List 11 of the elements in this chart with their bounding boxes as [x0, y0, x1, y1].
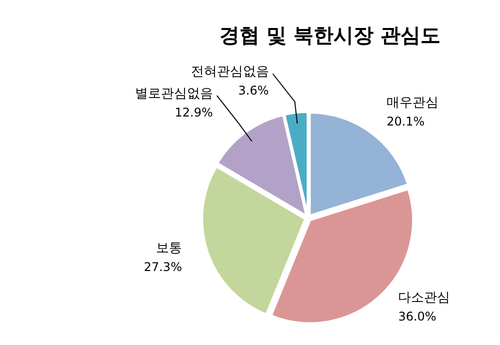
chart-title: 경협 및 북한시장 관심도 — [220, 23, 440, 47]
slice-label: 매우관심 — [386, 96, 439, 111]
slice-label: 다소관심 — [398, 290, 450, 306]
slice-label: 보통 — [156, 241, 182, 256]
data-label: 12.9% — [174, 106, 213, 120]
data-label: 27.3% — [144, 260, 182, 274]
slice-label: 전혀관심없음 — [190, 64, 269, 80]
data-label: 36.0% — [398, 309, 436, 324]
slice-label: 별로관심없음 — [134, 86, 213, 102]
data-label: 20.1% — [386, 114, 425, 129]
data-label: 3.6% — [238, 84, 269, 98]
